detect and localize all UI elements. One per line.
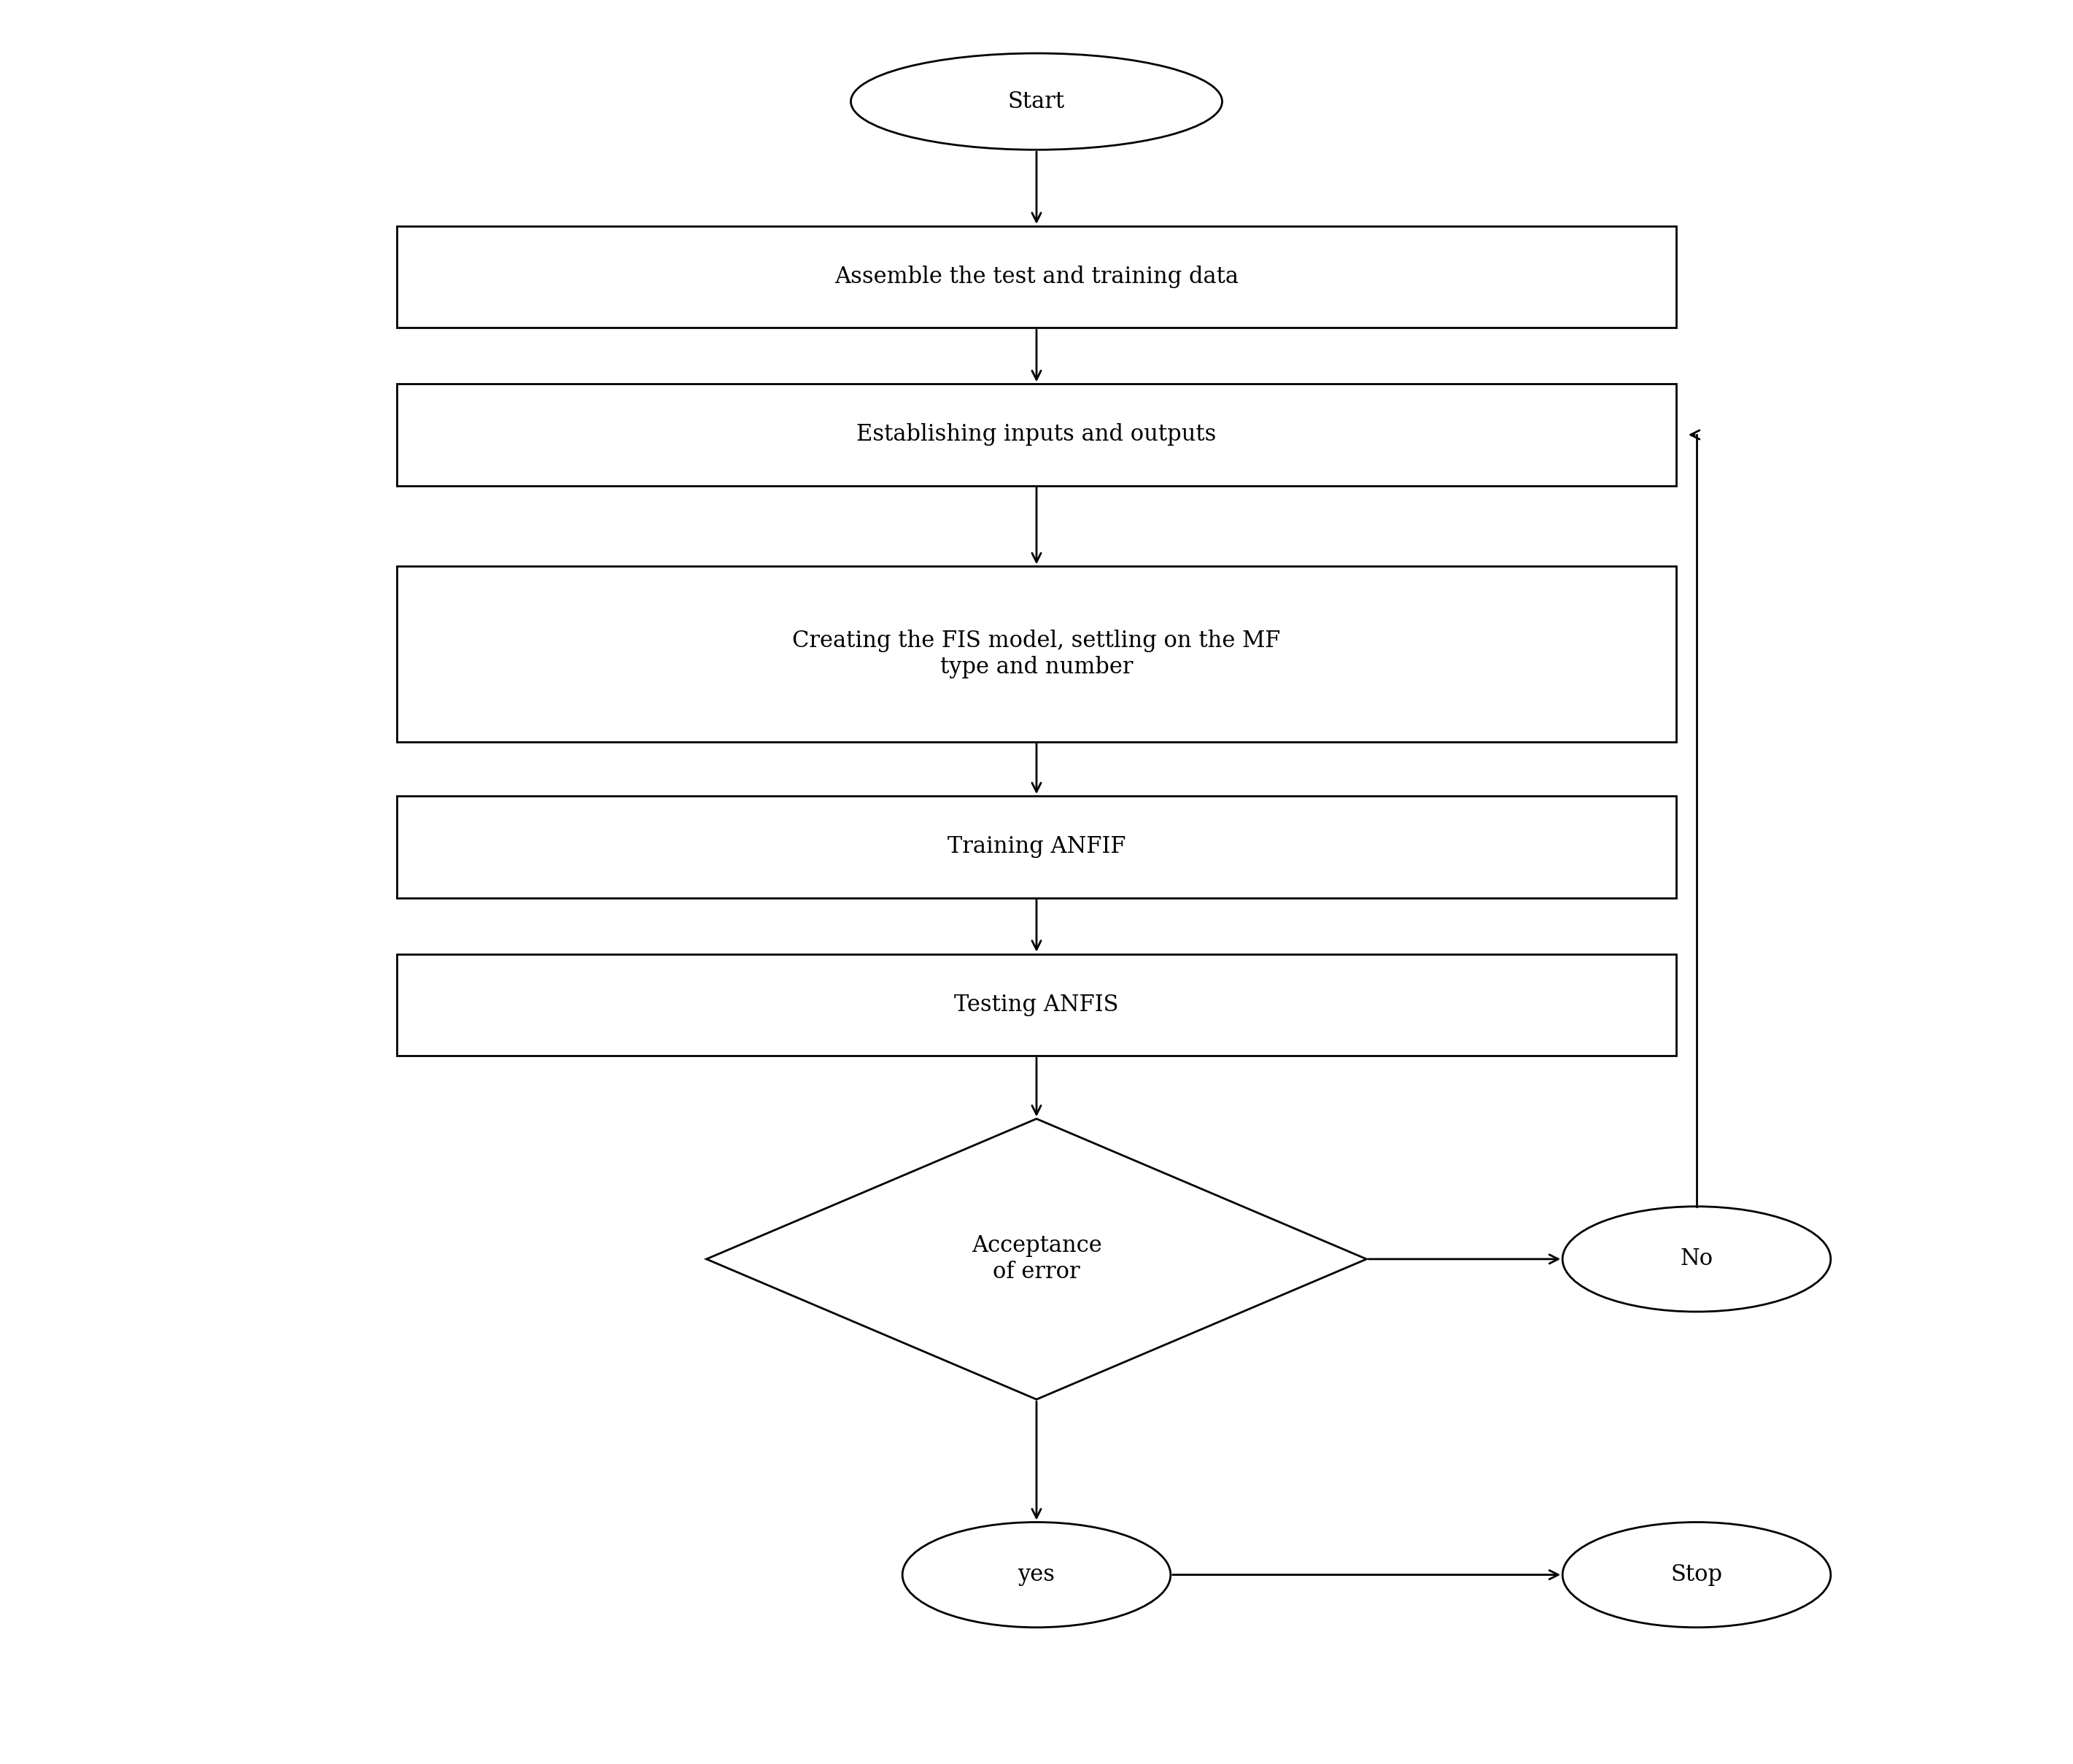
FancyBboxPatch shape bbox=[398, 954, 1675, 1055]
Ellipse shape bbox=[1563, 1207, 1830, 1312]
Polygon shape bbox=[707, 1118, 1366, 1399]
Text: Start: Start bbox=[1007, 90, 1066, 113]
FancyBboxPatch shape bbox=[398, 796, 1675, 898]
Text: No: No bbox=[1679, 1247, 1712, 1270]
Text: Stop: Stop bbox=[1671, 1563, 1723, 1586]
FancyBboxPatch shape bbox=[398, 566, 1675, 741]
FancyBboxPatch shape bbox=[398, 226, 1675, 328]
Ellipse shape bbox=[850, 53, 1223, 150]
Text: yes: yes bbox=[1018, 1563, 1055, 1586]
Ellipse shape bbox=[1563, 1522, 1830, 1628]
Text: Assemble the test and training data: Assemble the test and training data bbox=[835, 266, 1238, 288]
Text: Acceptance
of error: Acceptance of error bbox=[972, 1235, 1101, 1284]
Text: Training ANFIF: Training ANFIF bbox=[947, 836, 1126, 859]
Text: Establishing inputs and outputs: Establishing inputs and outputs bbox=[856, 423, 1217, 446]
Ellipse shape bbox=[902, 1522, 1171, 1628]
Text: Testing ANFIS: Testing ANFIS bbox=[954, 993, 1119, 1016]
Text: Creating the FIS model, settling on the MF
type and number: Creating the FIS model, settling on the … bbox=[792, 630, 1281, 679]
FancyBboxPatch shape bbox=[398, 385, 1675, 485]
